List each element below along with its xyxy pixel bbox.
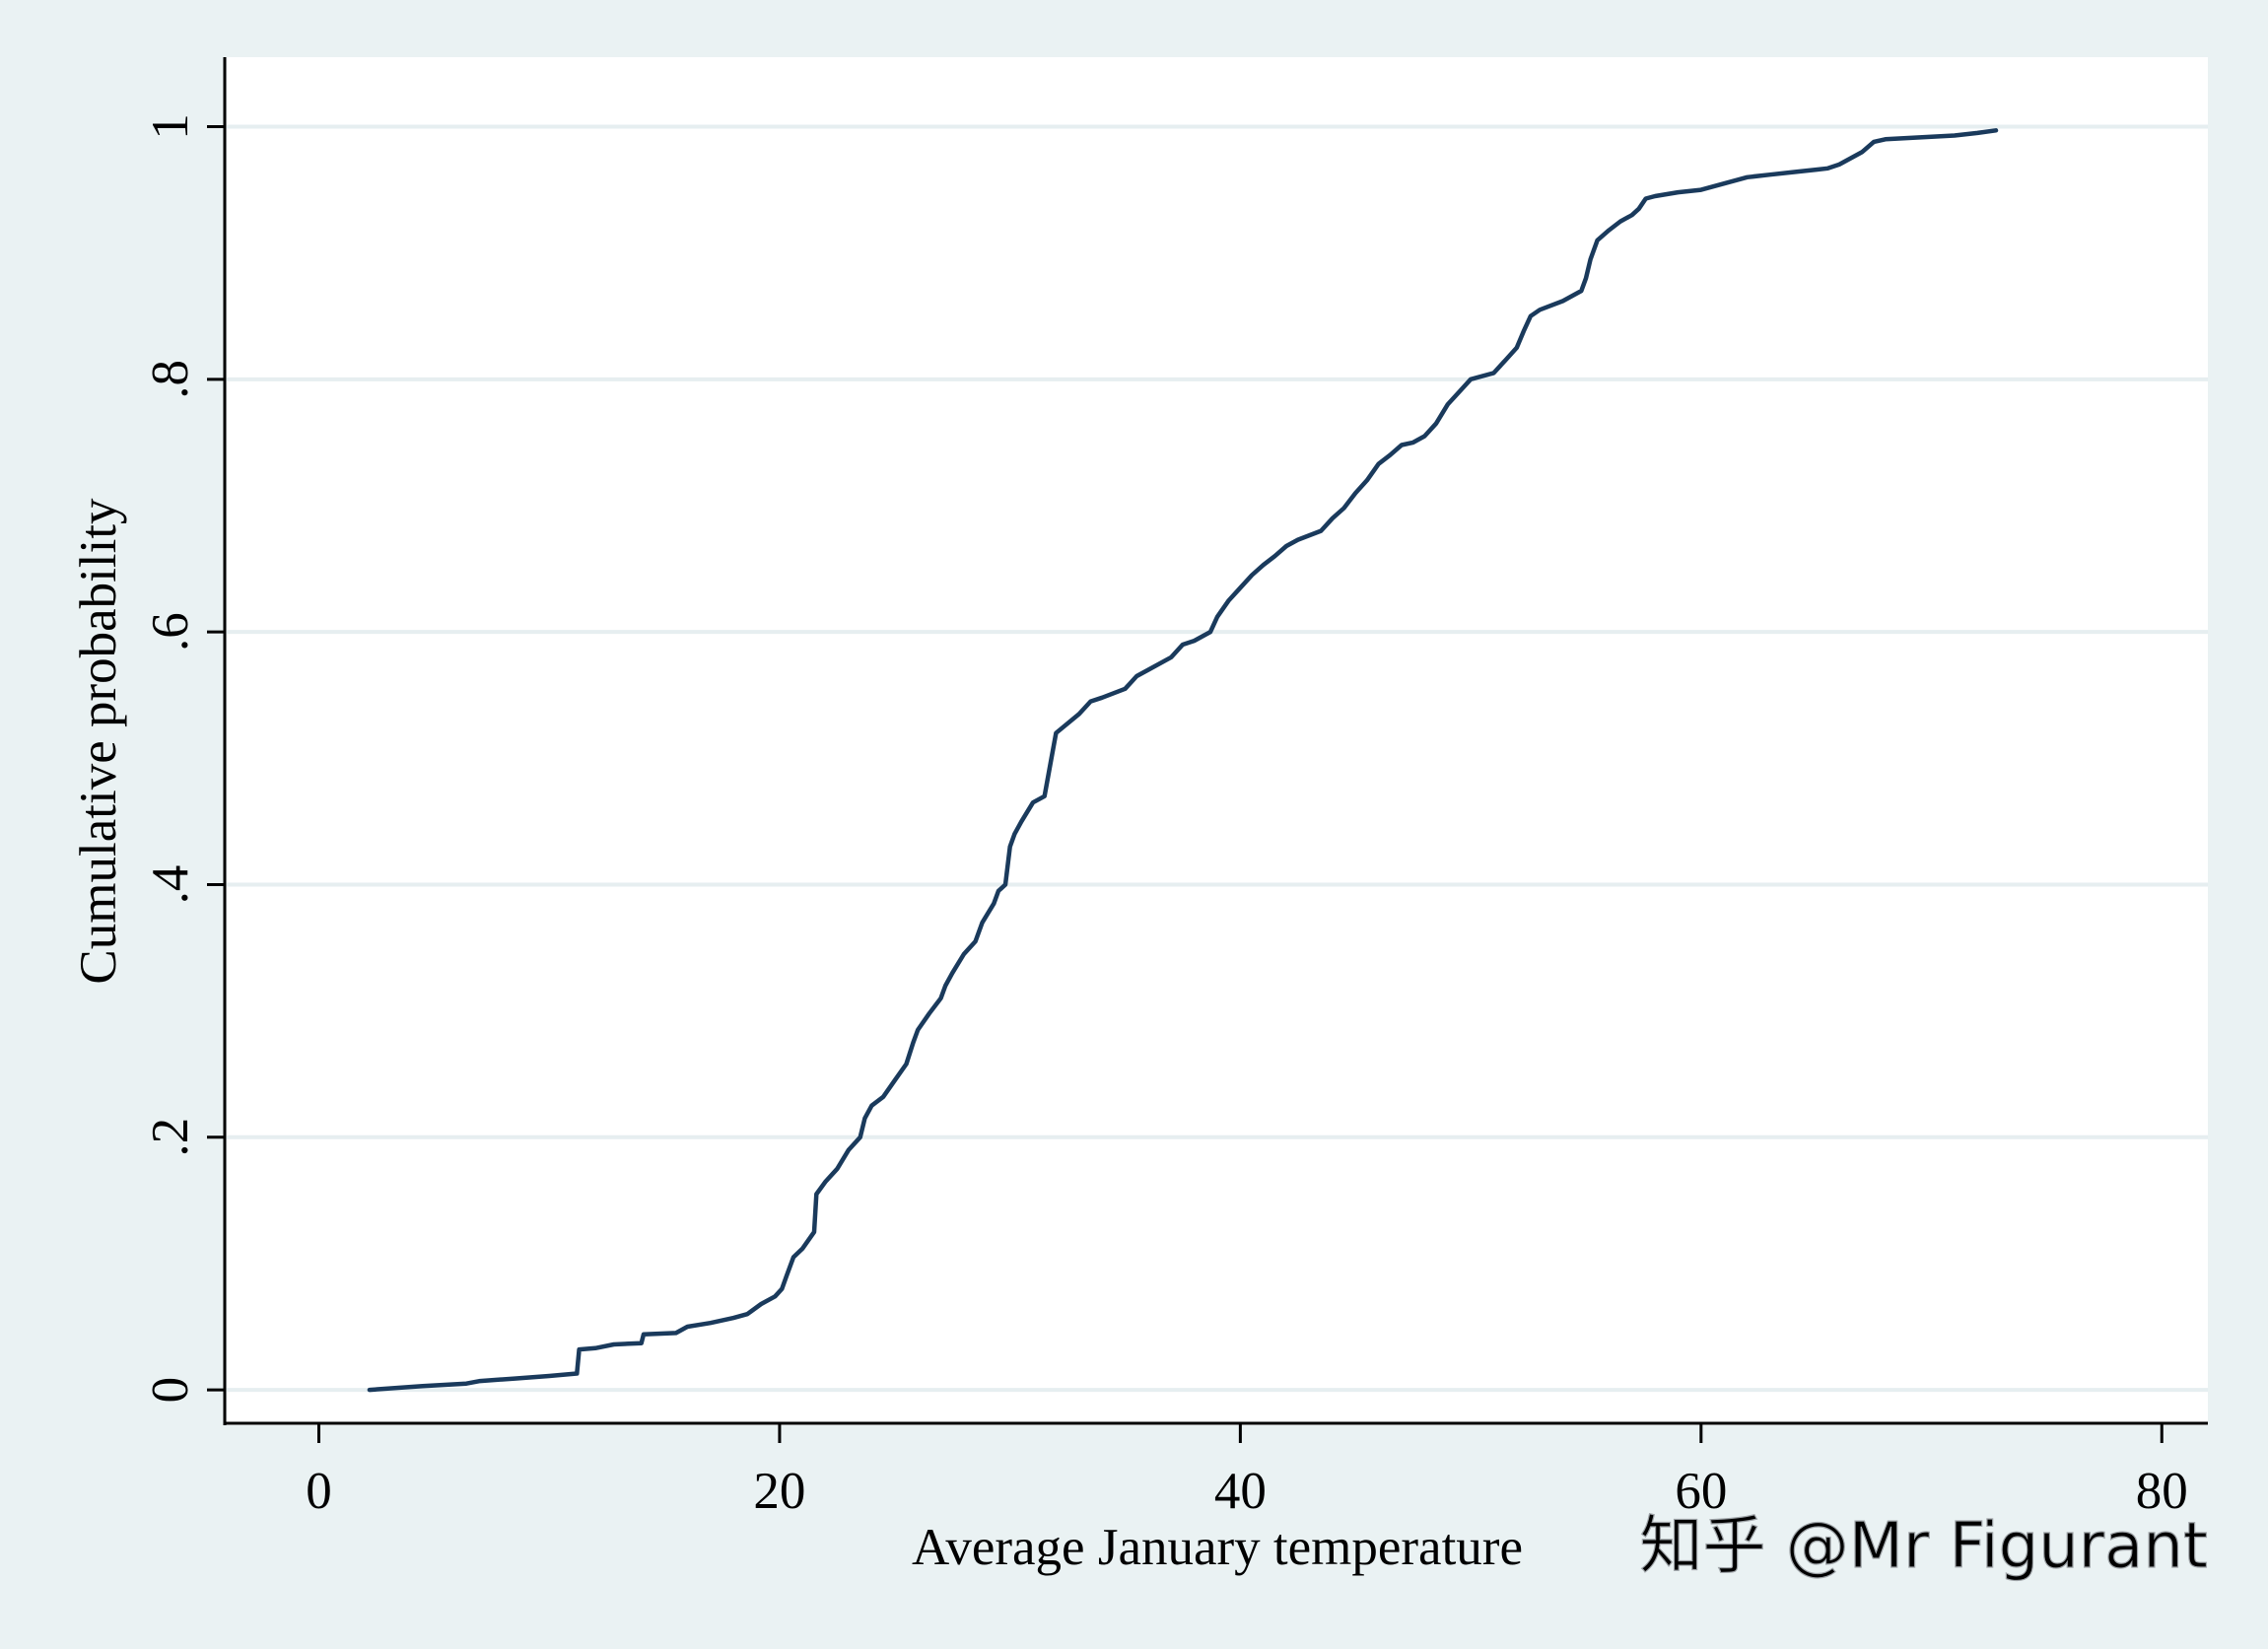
x-tick-label: 0 [306, 1463, 332, 1520]
y-tick-label: 0 [142, 1377, 199, 1404]
x-tick-label: 60 [1675, 1463, 1727, 1520]
y-tick-label: 1 [142, 113, 199, 140]
x-axis-ticks: 0 20 40 60 80 [306, 1423, 2188, 1520]
y-tick-label: .6 [142, 612, 199, 652]
y-tick-label: .8 [142, 360, 199, 399]
y-axis-ticks: 0 .2 .4 .6 .8 1 [142, 113, 225, 1403]
y-tick-label: .2 [142, 1118, 199, 1157]
x-tick-label: 40 [1214, 1463, 1267, 1520]
watermark: 知乎 @Mr Figurant [1639, 1510, 2208, 1583]
axes [223, 57, 2208, 1425]
series-layer [367, 128, 1999, 1393]
plot-region [227, 57, 2208, 1425]
y-tick-label: .4 [142, 865, 199, 905]
gridlines [227, 124, 2208, 1393]
x-axis-label: Average January temperature [912, 1519, 1523, 1576]
y-axis-label: Cumulative probability [70, 498, 127, 985]
x-tick-label: 80 [2136, 1463, 2188, 1520]
ecdf-line [367, 128, 1999, 1393]
x-tick-label: 20 [753, 1463, 805, 1520]
